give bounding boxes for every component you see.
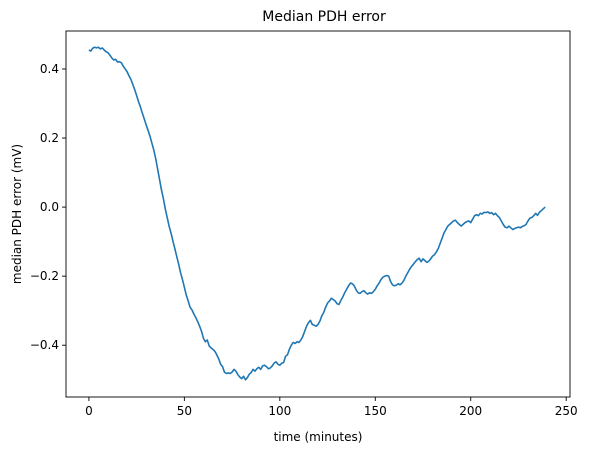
y-tick-label: −0.2	[30, 269, 59, 283]
y-tick-label: 0.4	[40, 62, 59, 76]
y-tick-label: −0.4	[30, 338, 59, 352]
x-axis-ticks: 0 50 100 150 200 250	[85, 397, 578, 418]
y-axis-ticks: 0.4 0.2 0.0 −0.2 −0.4	[30, 62, 66, 352]
x-tick-label: 50	[177, 404, 192, 418]
y-tick-label: 0.2	[40, 131, 59, 145]
x-tick-label: 100	[268, 404, 291, 418]
x-axis-label: time (minutes)	[274, 430, 363, 444]
series-line-0	[88, 46, 546, 381]
plot-area-frame	[65, 30, 571, 398]
chart-title: Median PDH error	[262, 9, 386, 25]
x-tick-label: 250	[555, 404, 578, 418]
y-axis-label: median PDH error (mV)	[10, 144, 24, 284]
x-tick-label: 200	[459, 404, 482, 418]
y-tick-label: 0.0	[40, 200, 59, 214]
x-tick-label: 150	[364, 404, 387, 418]
series-layer	[88, 46, 546, 381]
x-tick-label: 0	[85, 404, 93, 418]
